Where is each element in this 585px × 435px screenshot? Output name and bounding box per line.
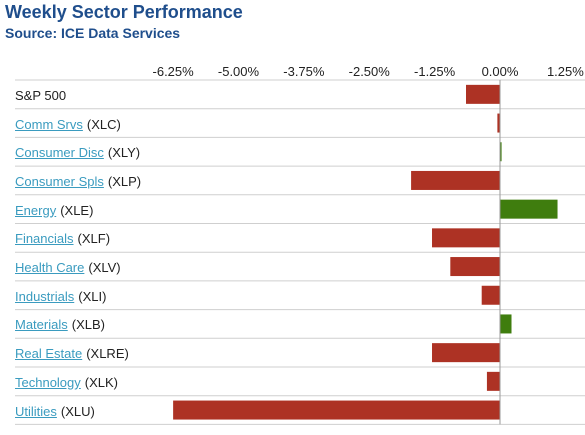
- bar-materials: [500, 314, 512, 334]
- bar-real-estate: [432, 343, 500, 363]
- category-row: Materials (XLB): [15, 311, 500, 340]
- category-row: Comm Srvs (XLC): [15, 110, 500, 139]
- ticker-label: (XLRE): [86, 346, 129, 362]
- category-row: Energy (XLE): [15, 196, 500, 225]
- bar-technology: [486, 371, 500, 391]
- x-tick-label: 0.00%: [482, 64, 519, 79]
- category-row: Consumer Disc (XLY): [15, 138, 500, 167]
- category-row: Industrials (XLI): [15, 282, 500, 311]
- bar-consumer-disc: [500, 142, 502, 162]
- category-row: Consumer Spls (XLP): [15, 167, 500, 196]
- ticker-label: (XLY): [107, 145, 141, 161]
- category-row: Technology (XLK): [15, 368, 500, 397]
- category-row: Financials (XLF): [15, 225, 500, 254]
- x-tick-label: -1.25%: [414, 64, 456, 79]
- category-row: Real Estate (XLRE): [15, 339, 500, 368]
- category-label: S&P 500: [15, 87, 67, 103]
- category-row: S&P 500: [15, 81, 500, 110]
- ticker-label: (XLU): [60, 403, 95, 419]
- x-tick-label: 1.25%: [547, 64, 584, 79]
- sector-link[interactable]: Consumer Spls: [15, 173, 104, 189]
- category-row: Utilities (XLU): [15, 397, 500, 426]
- ticker-label: (XLV): [88, 260, 121, 276]
- sector-link[interactable]: Energy: [15, 202, 57, 218]
- sector-link[interactable]: Utilities: [15, 403, 57, 419]
- sector-link[interactable]: Comm Srvs: [15, 116, 83, 132]
- bar-utilities: [173, 400, 500, 420]
- chart-title: Weekly Sector Performance: [5, 2, 243, 22]
- sector-link[interactable]: Real Estate: [15, 346, 83, 362]
- x-tick-label: -5.00%: [218, 64, 260, 79]
- sector-link[interactable]: Health Care: [15, 260, 85, 276]
- bar-comm-srvs: [497, 113, 500, 133]
- sector-link[interactable]: Materials: [15, 317, 68, 333]
- ticker-label: (XLB): [71, 317, 105, 333]
- ticker-label: (XLP): [107, 173, 142, 189]
- ticker-label: (XLE): [60, 202, 94, 218]
- sector-link[interactable]: Technology: [15, 374, 81, 390]
- bar-health-care: [450, 257, 500, 277]
- ticker-label: (XLF): [77, 231, 111, 247]
- bar-industrials: [481, 285, 500, 305]
- ticker-label: (XLC): [86, 116, 121, 132]
- x-tick-label: -6.25%: [153, 64, 195, 79]
- sector-link[interactable]: Industrials: [15, 288, 75, 304]
- x-tick-label: -2.50%: [349, 64, 391, 79]
- ticker-label: (XLK): [84, 374, 119, 390]
- ticker-label: (XLI): [78, 288, 107, 304]
- sector-link[interactable]: Financials: [15, 231, 74, 247]
- bar-energy: [500, 199, 558, 219]
- bar-s-p-500: [466, 84, 500, 104]
- bar-consumer-spls: [411, 170, 500, 190]
- x-tick-label: -3.75%: [283, 64, 325, 79]
- bar-financials: [432, 228, 500, 248]
- chart-subtitle: Source: ICE Data Services: [5, 25, 181, 41]
- category-row: Health Care (XLV): [15, 253, 500, 282]
- sector-link[interactable]: Consumer Disc: [15, 145, 104, 161]
